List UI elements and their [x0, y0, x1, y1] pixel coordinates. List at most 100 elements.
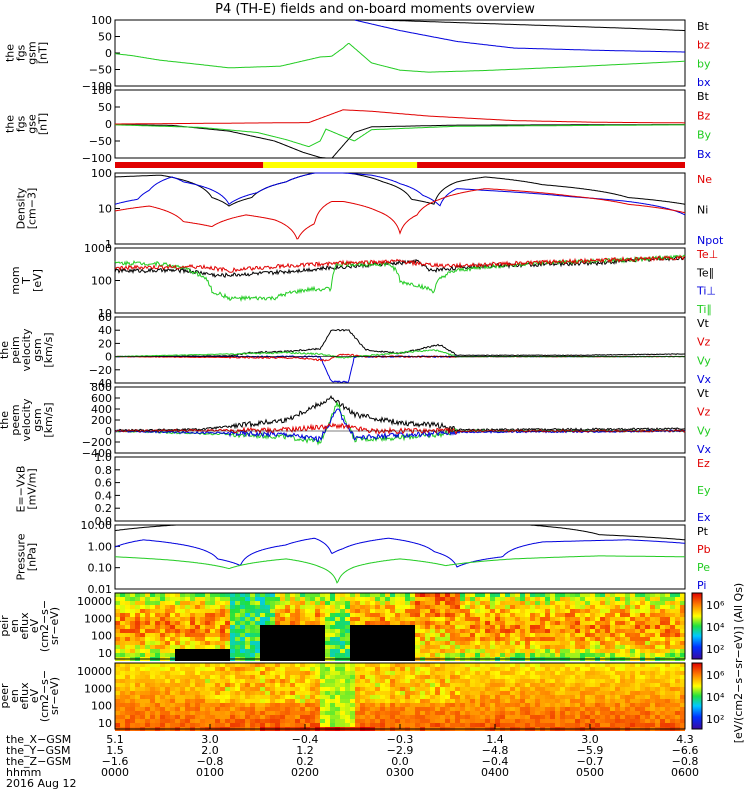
spectrogram-cell [570, 609, 575, 613]
spectrogram-cell [560, 719, 565, 723]
spectrogram-cell [440, 609, 445, 613]
spectrogram-cell [540, 723, 545, 727]
spectrogram-cell [560, 691, 565, 695]
region-bar-yellow [263, 162, 418, 168]
spectrogram-cell [585, 703, 590, 707]
spectrogram-cell [185, 671, 190, 675]
spectrogram-cell [625, 663, 630, 667]
spectrogram-cell [510, 675, 515, 679]
spectrogram-cell [515, 695, 520, 699]
spectrogram-cell [665, 707, 670, 711]
spectrogram-cell [150, 641, 155, 645]
spectrogram-cell [280, 637, 285, 641]
spectrogram-cell [355, 715, 360, 719]
spectrogram-cell [275, 687, 280, 691]
spectrogram-cell [295, 605, 300, 609]
spectrogram-cell [655, 593, 660, 597]
spectrogram-cell [270, 629, 275, 633]
spectrogram-cell [505, 703, 510, 707]
spectrogram-cell [505, 617, 510, 621]
spectrogram-cell [120, 667, 125, 671]
spectrogram-cell [180, 601, 185, 605]
spectrogram-cell [565, 593, 570, 597]
spectrogram-cell [150, 649, 155, 653]
spectrogram-cell [175, 679, 180, 683]
spectrogram-cell [115, 667, 120, 671]
spectrogram-cell [165, 675, 170, 679]
spectrogram-cell [625, 723, 630, 727]
spectrogram-cell [325, 625, 330, 629]
spectrogram-cell [470, 663, 475, 667]
spectrogram-cell [630, 667, 635, 671]
spectrogram-cell [315, 601, 320, 605]
spectrogram-cell [485, 687, 490, 691]
spectrogram-cell [245, 601, 250, 605]
spectrogram-cell [575, 593, 580, 597]
spectrogram-cell [535, 719, 540, 723]
spectrogram-cell [385, 707, 390, 711]
spectrogram-cell [530, 715, 535, 719]
ephemeris-value: 0.0 [391, 755, 409, 768]
y-axis-label: eflux [18, 612, 31, 640]
spectrogram-cell [610, 593, 615, 597]
spectrogram-cell [175, 671, 180, 675]
spectrogram-cell [335, 617, 340, 621]
spectrogram-cell [530, 613, 535, 617]
spectrogram-cell [215, 683, 220, 687]
spectrogram-cell [640, 597, 645, 601]
spectrogram-cell [500, 719, 505, 723]
spectrogram-cell [245, 663, 250, 667]
spectrogram-cell [575, 663, 580, 667]
spectrogram-cell [300, 703, 305, 707]
spectrogram-cell [310, 699, 315, 703]
spectrogram-cell [670, 715, 675, 719]
spectrogram-cell [520, 667, 525, 671]
spectrogram-cell [340, 671, 345, 675]
spectrogram-cell [520, 679, 525, 683]
spectrogram-cell [680, 649, 685, 653]
spectrogram-cell [370, 633, 375, 637]
spectrogram-cell [650, 637, 655, 641]
spectrogram-cell [280, 617, 285, 621]
spectrogram-cell [520, 723, 525, 727]
legend-Pe: Pe [697, 561, 710, 574]
spectrogram-cell [295, 645, 300, 649]
spectrogram-cell [135, 667, 140, 671]
y-axis-label: the [0, 341, 11, 359]
spectrogram-cell [540, 629, 545, 633]
spectrogram-cell [635, 629, 640, 633]
spectrogram-cell [575, 645, 580, 649]
spectrogram-cell [610, 633, 615, 637]
spectrogram-cell [510, 691, 515, 695]
spectrogram-cell [525, 609, 530, 613]
spectrogram-cell [185, 609, 190, 613]
spectrogram-cell [300, 641, 305, 645]
spectrogram-cell [545, 609, 550, 613]
spectrogram-cell [540, 687, 545, 691]
spectrogram-cell [655, 703, 660, 707]
spectrogram-cell [455, 707, 460, 711]
spectrogram-cell [570, 687, 575, 691]
spectrogram-cell [240, 617, 245, 621]
spectrogram-cell [525, 715, 530, 719]
spectrogram-cell [665, 675, 670, 679]
spectrogram-cell [500, 613, 505, 617]
spectrogram-cell [150, 695, 155, 699]
spectrogram-cell [665, 691, 670, 695]
spectrogram-cell [445, 683, 450, 687]
spectrogram-cell [315, 683, 320, 687]
spectrogram-cell [285, 687, 290, 691]
spectrogram-cell [290, 667, 295, 671]
spectrogram-cell [340, 703, 345, 707]
spectrogram-cell [205, 617, 210, 621]
spectrogram-cell [540, 621, 545, 625]
spectrogram-cell [295, 609, 300, 613]
spectrogram-cell [500, 715, 505, 719]
spectrogram-cell [275, 723, 280, 727]
spectrogram-cell [495, 675, 500, 679]
spectrogram-cell [150, 699, 155, 703]
spectrogram-cell [530, 621, 535, 625]
spectrogram-cell [330, 667, 335, 671]
spectrogram-cell [565, 663, 570, 667]
